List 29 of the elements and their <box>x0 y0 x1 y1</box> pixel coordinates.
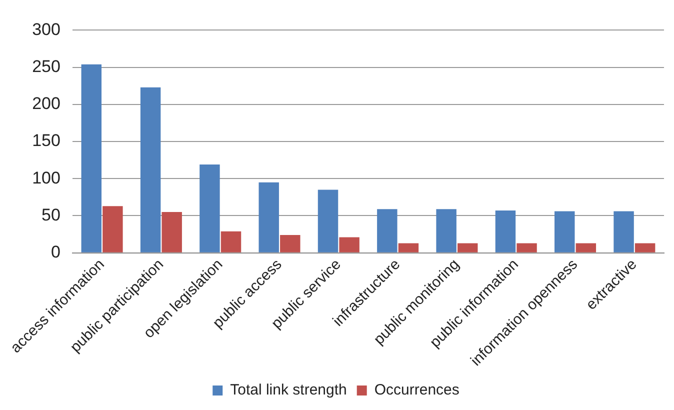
bar <box>220 231 242 252</box>
bar <box>457 243 478 252</box>
bar <box>140 87 161 252</box>
bar <box>576 243 596 252</box>
y-tick-label: 300 <box>32 20 60 39</box>
y-tick-label: 0 <box>51 242 60 262</box>
bar <box>102 206 123 252</box>
bar <box>436 209 456 252</box>
bar <box>200 164 220 252</box>
y-tick-label: 100 <box>32 168 60 188</box>
bar <box>81 64 102 252</box>
bar <box>377 209 398 252</box>
bar <box>318 190 338 252</box>
bar <box>634 243 656 252</box>
bar <box>554 211 575 252</box>
bar <box>398 243 419 252</box>
y-tick-label: 50 <box>42 205 60 224</box>
bar <box>614 211 634 252</box>
bar <box>280 235 300 252</box>
y-tick-label: 250 <box>32 56 60 76</box>
bar <box>258 182 279 252</box>
bar <box>495 210 516 252</box>
bar <box>516 243 537 252</box>
y-tick-label: 150 <box>32 131 60 150</box>
legend-label: Total link strength <box>230 382 347 399</box>
y-tick-label: 200 <box>32 94 60 114</box>
legend-label: Occurrences <box>374 382 460 399</box>
bar <box>339 237 360 252</box>
bar <box>162 212 182 252</box>
